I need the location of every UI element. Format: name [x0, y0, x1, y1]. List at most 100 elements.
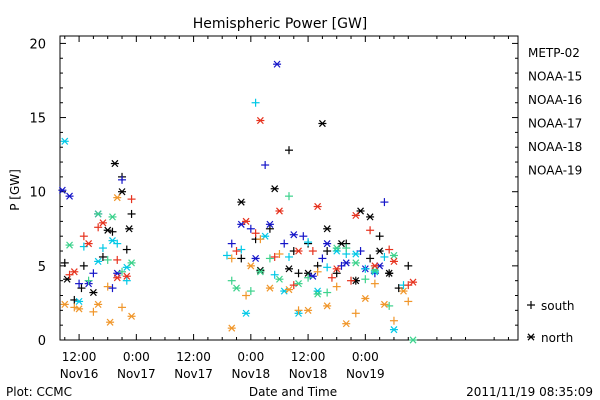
x-tick-label-time: 0:00 — [237, 350, 264, 364]
south-point — [222, 251, 231, 260]
north-point — [273, 60, 282, 68]
north-point — [246, 262, 255, 270]
y-tick-label: 20 — [29, 37, 46, 52]
north-point — [294, 280, 303, 288]
north-point — [275, 275, 284, 283]
south-point — [351, 309, 360, 318]
x-tick-label-time: 12:00 — [62, 350, 97, 364]
north-point — [265, 220, 274, 228]
north-point — [389, 326, 398, 334]
axes: 0 5 10 15 20 12:00 Nov16 0:00 Nov17 12:00 Nov17 0:0… — [29, 36, 518, 381]
north-point — [98, 219, 107, 227]
north-point — [385, 269, 394, 277]
south-point — [366, 226, 375, 235]
north-point — [75, 297, 84, 306]
north-point — [409, 278, 418, 286]
south-point — [323, 247, 332, 256]
north-point — [366, 213, 375, 221]
y-tick-label: 15 — [29, 112, 46, 127]
south-point — [60, 258, 69, 267]
north-point — [370, 262, 379, 270]
south-point — [79, 261, 88, 270]
south-point — [227, 276, 236, 285]
north-point — [125, 225, 134, 233]
south-point — [94, 223, 103, 232]
south-point — [332, 282, 341, 291]
south-point — [270, 252, 279, 261]
north-point — [323, 225, 332, 233]
south-point — [84, 276, 93, 285]
north-point — [113, 274, 122, 282]
north-point — [242, 309, 251, 317]
north-point — [58, 186, 67, 194]
north-point — [256, 266, 265, 274]
north-point — [313, 202, 322, 211]
south-point — [232, 247, 241, 256]
legend-entry: NOAA-15 — [528, 70, 582, 84]
x-tick-label-date: Nov17 — [117, 367, 156, 381]
south-point — [370, 279, 379, 288]
legend-marker-label: north — [541, 331, 573, 345]
south-point — [361, 275, 370, 284]
north-point — [118, 188, 127, 196]
legend-marker-north — [527, 333, 535, 341]
north-point — [389, 251, 398, 260]
south-point — [361, 264, 370, 273]
north-point — [294, 247, 303, 255]
south-point — [246, 287, 255, 296]
plot-area — [59, 35, 519, 341]
north-point — [122, 272, 131, 280]
plot-credit: Plot: CCMC — [6, 385, 72, 399]
north-point — [65, 192, 74, 200]
north-point — [75, 305, 84, 313]
legend-entry: NOAA-18 — [528, 140, 582, 154]
south-point — [299, 232, 308, 241]
y-tick-label: 0 — [38, 334, 46, 349]
north-point — [84, 239, 93, 248]
south-point — [285, 192, 293, 201]
south-point — [347, 276, 356, 285]
south-point — [308, 247, 317, 256]
south-point — [527, 301, 535, 309]
north-point — [106, 318, 115, 326]
south-point — [122, 245, 131, 254]
south-point — [237, 245, 246, 254]
south-point — [285, 252, 293, 261]
plot-frame — [59, 35, 519, 341]
south-point — [294, 306, 303, 315]
north-point — [108, 237, 117, 245]
north-point — [285, 285, 293, 294]
south-point — [98, 252, 107, 261]
north-point — [94, 300, 103, 309]
south-point — [227, 254, 236, 263]
north-point — [318, 119, 327, 128]
north-point — [342, 320, 351, 328]
south-point — [289, 281, 298, 290]
north-point — [409, 336, 418, 344]
north-point — [256, 116, 265, 125]
north-point — [270, 185, 279, 193]
x-tick-label-time: 0:00 — [352, 350, 379, 364]
x-tick-label-date: Nov17 — [174, 367, 213, 381]
south-point — [256, 235, 265, 244]
north-point — [342, 259, 351, 267]
south-point — [385, 245, 394, 254]
north-point — [242, 217, 251, 225]
south-point — [285, 146, 293, 155]
chart-title: Hemispheric Power [GW] — [193, 16, 368, 32]
south-point — [108, 284, 117, 293]
north-point — [103, 226, 112, 234]
south-point — [237, 254, 246, 263]
south-point — [404, 297, 413, 306]
legend-entry: NOAA-17 — [528, 117, 582, 131]
north-point — [370, 268, 379, 276]
north-point — [127, 259, 136, 267]
north-point — [94, 210, 103, 218]
south-point — [323, 288, 332, 297]
south-point — [118, 267, 127, 276]
north-point — [227, 324, 236, 332]
north-point — [285, 265, 293, 273]
south-point — [332, 269, 341, 278]
south-point — [342, 244, 351, 253]
